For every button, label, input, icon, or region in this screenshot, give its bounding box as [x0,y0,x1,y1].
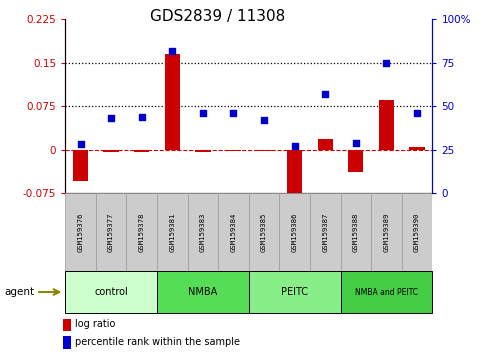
Point [352,140,360,145]
Bar [65,193,96,271]
Bar [256,150,272,151]
Bar [318,139,333,150]
Text: GSM159377: GSM159377 [108,212,114,252]
Bar [249,271,341,313]
Bar [157,271,249,313]
Bar [134,150,149,153]
Text: NMBA and PEITC: NMBA and PEITC [355,287,418,297]
Bar [73,150,88,181]
Bar [157,193,187,271]
Point [138,114,145,119]
Point [107,115,115,121]
Text: PEITC: PEITC [281,287,308,297]
Text: GDS2839 / 11308: GDS2839 / 11308 [150,9,285,24]
Text: NMBA: NMBA [188,287,217,297]
Bar [187,193,218,271]
Bar [279,193,310,271]
Text: GSM159378: GSM159378 [139,212,145,252]
Text: GSM159385: GSM159385 [261,212,267,252]
Bar [195,150,211,153]
Bar [103,150,119,153]
Point [413,110,421,116]
Text: GSM159376: GSM159376 [77,212,84,252]
Point [291,143,298,149]
Bar [218,193,249,271]
Bar [310,193,341,271]
Point [383,60,390,66]
Text: control: control [94,287,128,297]
Bar [379,101,394,150]
Bar [341,193,371,271]
Point [199,110,207,116]
Point [77,142,85,147]
Text: GSM159384: GSM159384 [230,212,237,252]
Bar [402,193,432,271]
Bar [371,193,402,271]
Bar [287,150,302,202]
Bar [410,147,425,150]
Bar [348,150,364,172]
Text: GSM159383: GSM159383 [200,212,206,252]
Point [169,48,176,53]
Text: percentile rank within the sample: percentile rank within the sample [75,337,240,347]
Text: GSM159381: GSM159381 [169,212,175,252]
Text: GSM159386: GSM159386 [292,212,298,252]
Text: GSM159387: GSM159387 [322,212,328,252]
Bar [96,193,127,271]
Text: agent: agent [5,287,35,297]
Bar [249,193,279,271]
Bar [341,271,432,313]
Text: GSM159388: GSM159388 [353,212,359,252]
Text: GSM159390: GSM159390 [414,212,420,252]
Bar [226,150,241,151]
Bar [65,271,157,313]
Point [321,91,329,97]
Point [260,117,268,123]
Bar [165,54,180,150]
Point [229,110,237,116]
Text: log ratio: log ratio [75,319,115,329]
Bar [127,193,157,271]
Text: GSM159389: GSM159389 [384,212,389,252]
